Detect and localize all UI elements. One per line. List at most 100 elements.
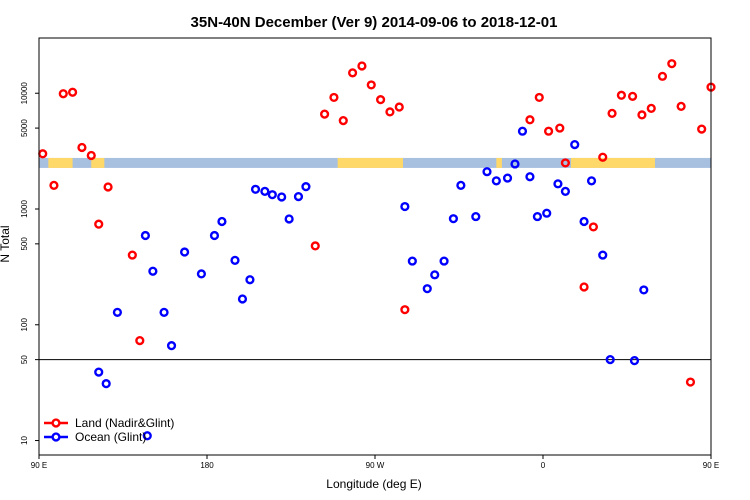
ocean-point — [482, 167, 492, 177]
ocean-point — [456, 180, 466, 190]
land-point — [400, 305, 410, 315]
chart-title: 35N-40N December (Ver 9) 2014-09-06 to 2… — [191, 14, 558, 31]
x-tick-label: 90 E — [703, 461, 719, 470]
ocean-point — [430, 270, 440, 280]
ocean-point — [407, 256, 417, 266]
ocean-point — [629, 356, 640, 366]
ocean-point — [159, 307, 169, 317]
plot-area — [38, 59, 716, 441]
legend-marker — [51, 418, 61, 428]
land-band-segment — [337, 157, 403, 168]
ocean-point — [166, 341, 177, 351]
ocean-point — [525, 172, 535, 182]
legend: Land (Nadir&Glint)Ocean (Glint) — [44, 416, 174, 444]
ocean-point — [448, 214, 459, 224]
ocean-point — [260, 186, 270, 196]
ocean-point — [237, 294, 248, 304]
y-tick-label: 500 — [20, 237, 29, 251]
legend-marker — [51, 432, 61, 442]
land-point — [320, 109, 330, 119]
ocean-point — [230, 255, 240, 265]
ocean-point — [605, 355, 615, 365]
plot-frame — [38, 37, 712, 456]
ocean-point — [491, 176, 501, 186]
ocean-point — [284, 214, 294, 224]
axes: 90 E 180 90 W 0 90 E 10 50 100 500 1000 5000 10000 — [20, 37, 719, 470]
land-point — [534, 92, 544, 103]
ocean-point — [586, 176, 597, 186]
land-point — [310, 241, 320, 251]
legend-label: Ocean (Glint) — [75, 430, 146, 444]
y-tick-label: 50 — [20, 355, 29, 364]
ocean-point — [542, 208, 552, 218]
y-tick-label: 5000 — [20, 119, 29, 137]
land-band-segment — [571, 157, 655, 168]
land-point — [598, 152, 608, 162]
ocean-point — [510, 159, 520, 169]
land-point — [49, 180, 59, 190]
land-point — [86, 150, 96, 161]
land-point — [67, 87, 78, 97]
land-point — [385, 107, 395, 117]
land-point — [394, 102, 404, 112]
ocean-point — [148, 266, 158, 276]
land-band-segment — [48, 157, 73, 168]
ocean-point — [639, 285, 649, 295]
ocean-point — [112, 307, 123, 317]
legend-label: Land (Nadir&Glint) — [75, 416, 174, 430]
land-point — [607, 108, 617, 118]
land-point — [627, 91, 638, 101]
land-point — [77, 142, 87, 153]
y-tick-label: 100 — [20, 318, 29, 332]
ocean-point — [277, 192, 287, 202]
land-point — [667, 59, 677, 69]
ocean-point — [209, 230, 220, 241]
y-tick-label: 10 — [20, 436, 29, 445]
ocean-point — [267, 190, 277, 200]
ocean-point — [532, 211, 543, 222]
land-point — [646, 103, 656, 113]
land-band-segment — [496, 157, 502, 168]
ocean-point — [94, 367, 104, 377]
ocean-point — [293, 191, 304, 202]
ocean-point — [422, 284, 432, 294]
ocean-point — [101, 379, 111, 389]
land-point — [94, 219, 104, 229]
land-point — [616, 90, 627, 100]
land-point — [58, 89, 68, 99]
land-point — [103, 182, 113, 192]
x-tick-label: 90 W — [366, 461, 385, 470]
ocean-point — [400, 201, 410, 212]
land-point — [685, 377, 696, 387]
ocean-point — [471, 211, 481, 222]
ocean-point — [217, 216, 227, 227]
land-point — [135, 335, 145, 346]
ocean-point — [517, 126, 528, 136]
ocean-point — [579, 216, 589, 227]
ocean-point — [570, 140, 580, 150]
land-point — [525, 115, 535, 125]
land-point — [588, 222, 599, 232]
ocean-point — [598, 250, 608, 260]
land-point — [676, 101, 686, 111]
land-point — [579, 282, 589, 292]
land-point — [348, 68, 358, 78]
land-point — [555, 123, 565, 133]
land-band-segment — [91, 157, 105, 168]
ocean-point — [180, 247, 190, 257]
ocean-point — [245, 275, 255, 285]
x-tick-label: 90 E — [31, 461, 47, 470]
land-point — [329, 92, 339, 103]
land-point — [338, 116, 348, 126]
land-point — [543, 126, 554, 136]
land-point — [376, 95, 386, 105]
land-point — [560, 158, 571, 168]
y-tick-label: 1000 — [20, 200, 29, 218]
land-point — [127, 250, 137, 260]
land-point — [357, 61, 367, 71]
land-point — [697, 124, 707, 134]
y-axis-label: N Total — [0, 225, 12, 262]
x-tick-label: 180 — [200, 461, 214, 470]
ocean-point — [250, 184, 261, 194]
